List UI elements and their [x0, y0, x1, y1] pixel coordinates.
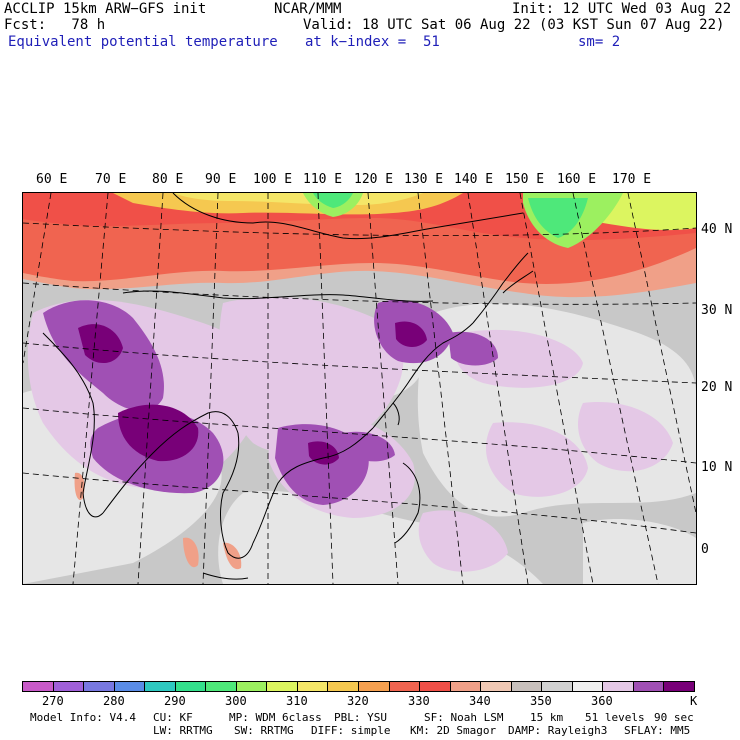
footer-sw: SW: RRTMG: [234, 724, 294, 737]
lon-label: 90 E: [205, 172, 237, 187]
colorbar-swatch: [572, 682, 604, 691]
colorbar-swatch: [633, 682, 665, 691]
colorbar-swatch: [206, 682, 237, 691]
footer-cu: CU: KF: [153, 711, 193, 724]
lon-label: 140 E: [454, 172, 494, 187]
footer-model-info: Model Info: V4.4: [30, 711, 136, 724]
colorbar-swatch: [542, 682, 573, 691]
colorbar-tick-label: 270: [42, 694, 64, 708]
lon-label: 100 E: [253, 172, 293, 187]
colorbar-swatch: [664, 682, 695, 691]
colorbar-tick-label: 300: [225, 694, 247, 708]
lat-label: 40 N: [701, 222, 733, 237]
lat-label: 10 N: [701, 460, 733, 475]
colorbar-tick-label: 280: [103, 694, 125, 708]
colorbar-swatch: [420, 682, 451, 691]
init-time: Init: 12 UTC Wed 03 Aug 22: [512, 1, 732, 17]
colorbar-swatch: [450, 682, 482, 691]
smoothing-info: sm= 2: [578, 34, 621, 50]
lon-label: 80 E: [152, 172, 184, 187]
footer-damp: DAMP: Rayleigh3: [508, 724, 608, 737]
dark-purple-cores: [78, 321, 427, 465]
colorbar-swatch: [23, 682, 54, 691]
colorbar-swatch: [175, 682, 207, 691]
colorbar-swatch: [359, 682, 390, 691]
lat-label: 20 N: [701, 380, 733, 395]
organization: NCAR/MMM: [274, 1, 342, 17]
coastlines: [42, 193, 534, 580]
graticule: [23, 193, 696, 584]
footer-sflay: SFLAY: MM5: [624, 724, 691, 737]
colorbar-swatch: [84, 682, 115, 691]
colorbar-swatch: [603, 682, 634, 691]
lat-label: 0: [701, 542, 709, 557]
colorbar-swatch: [236, 682, 268, 691]
lon-label: 150 E: [505, 172, 545, 187]
lon-label: 110 E: [303, 172, 343, 187]
footer-diff: DIFF: simple: [311, 724, 391, 737]
footer-mp: MP: WDM 6class: [229, 711, 322, 724]
footer-timestep: 90 sec: [654, 711, 694, 724]
colorbar-swatch: [389, 682, 421, 691]
footer-lw: LW: RRTMG: [153, 724, 213, 737]
colorbar-swatch: [511, 682, 543, 691]
level-info: at k−index = 51: [305, 34, 440, 50]
field-name: Equivalent potential temperature: [8, 34, 278, 50]
lon-label: 130 E: [404, 172, 444, 187]
theta-e-map: [22, 192, 697, 585]
colorbar: [22, 681, 695, 692]
lon-label: 160 E: [557, 172, 597, 187]
colorbar-swatch: [328, 682, 360, 691]
colorbar-swatch: [53, 682, 85, 691]
forecast-hour: Fcst: 78 h: [4, 17, 106, 33]
model-title: ACCLIP 15km ARW−GFS init: [4, 1, 207, 17]
colorbar-tick-label: 350: [530, 694, 552, 708]
lon-label: 60 E: [36, 172, 68, 187]
lat-label: 30 N: [701, 303, 733, 318]
lon-label: 170 E: [612, 172, 652, 187]
footer-sf: SF: Noah LSM: [424, 711, 504, 724]
footer-resolution: 15 km: [530, 711, 564, 724]
colorbar-swatch: [114, 682, 146, 691]
colorbar-tick-label: 320: [347, 694, 369, 708]
footer-levels: 51 levels: [585, 711, 645, 724]
colorbar-swatch: [145, 682, 176, 691]
colorbar-swatch: [297, 682, 329, 691]
lon-label: 70 E: [95, 172, 127, 187]
footer-km: KM: 2D Smagor: [410, 724, 497, 737]
lon-label: 120 E: [354, 172, 394, 187]
colorbar-tick-label: 340: [469, 694, 491, 708]
colorbar-tick-label: 330: [408, 694, 430, 708]
colorbar-swatch: [481, 682, 512, 691]
colorbar-tick-label: 290: [164, 694, 186, 708]
colorbar-tick-label: 310: [286, 694, 308, 708]
colorbar-swatch: [267, 682, 298, 691]
footer-pbl: PBL: YSU: [334, 711, 387, 724]
colorbar-tick-label: 360: [591, 694, 613, 708]
colorbar-unit: K: [690, 694, 698, 708]
valid-time: Valid: 18 UTC Sat 06 Aug 22 (03 KST Sun …: [303, 17, 725, 33]
